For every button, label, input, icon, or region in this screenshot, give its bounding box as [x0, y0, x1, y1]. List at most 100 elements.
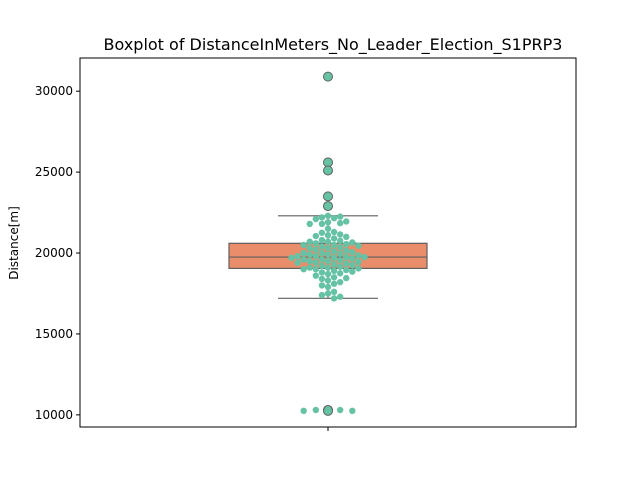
- swarm-point: [336, 270, 344, 277]
- swarm-point: [300, 249, 307, 257]
- swarm-point: [324, 73, 332, 80]
- swarm-point: [324, 225, 332, 232]
- swarm-point: [306, 244, 313, 252]
- swarm-point: [318, 220, 326, 228]
- swarm-point: [324, 202, 332, 210]
- swarm-point: [343, 260, 350, 267]
- swarm-point: [336, 406, 344, 414]
- swarm-point: [306, 264, 313, 271]
- swarm-point: [361, 253, 368, 261]
- y-axis-label: Distance[m]: [7, 206, 21, 280]
- swarm-point: [312, 259, 320, 266]
- swarm-point: [312, 266, 320, 273]
- chart-title: Boxplot of DistanceInMeters_No_Leader_El…: [104, 35, 563, 55]
- swarm-point: [300, 266, 307, 273]
- swarm-point: [324, 251, 332, 258]
- swarm-point: [330, 295, 338, 302]
- swarm-point: [324, 257, 332, 265]
- swarm-point: [318, 243, 326, 250]
- swarm-point: [330, 215, 338, 222]
- swarm-point: [300, 256, 307, 263]
- swarm-point: [330, 267, 338, 275]
- y-tick-label: 30000: [35, 84, 73, 98]
- swarm-point: [330, 241, 338, 249]
- swarm-point: [355, 265, 362, 272]
- swarm-point: [324, 238, 332, 245]
- swarm-point: [349, 249, 356, 256]
- swarm-point: [349, 255, 356, 262]
- y-tick-label: 20000: [35, 246, 73, 260]
- swarm-point: [349, 239, 356, 246]
- swarm-point: [318, 256, 326, 263]
- swarm-point: [343, 266, 350, 274]
- y-tick-label: 15000: [35, 327, 73, 341]
- swarm-point: [349, 261, 356, 269]
- swarm-point: [324, 264, 332, 271]
- swarm-point: [336, 213, 344, 220]
- swarm-point: [318, 282, 326, 289]
- swarm-point: [343, 253, 350, 261]
- plot-frame: [79, 57, 577, 428]
- swarm-point: [343, 240, 350, 248]
- swarm-point: [336, 293, 344, 300]
- swarm-point: [324, 405, 332, 413]
- swarm-point: [306, 238, 313, 245]
- swarm-point: [306, 257, 313, 265]
- swarm-point: [330, 288, 338, 296]
- swarm-point: [330, 235, 338, 242]
- swarm-point: [318, 249, 326, 257]
- swarm-point: [300, 241, 307, 249]
- swarm-point: [330, 261, 338, 268]
- swarm-point: [312, 272, 320, 279]
- swarm-point: [336, 257, 344, 264]
- swarm-point: [336, 237, 344, 245]
- swarm-point: [324, 212, 332, 219]
- swarm-point: [318, 236, 326, 244]
- y-tick-label: 10000: [35, 408, 73, 422]
- swarm-point: [312, 406, 320, 414]
- swarm-point: [318, 229, 326, 236]
- swarm-point: [300, 407, 307, 415]
- swarm-point: [355, 242, 362, 249]
- swarm-point: [324, 270, 332, 278]
- swarm-point: [336, 231, 344, 238]
- swarm-point: [318, 275, 326, 283]
- swarm-point: [355, 252, 362, 259]
- swarm-point: [288, 254, 295, 262]
- swarm-point: [330, 248, 338, 255]
- swarm-point: [355, 258, 362, 266]
- swarm-point: [312, 246, 320, 253]
- swarm-point: [324, 277, 332, 284]
- swarm-point: [318, 291, 326, 299]
- swarm-point: [318, 214, 326, 221]
- swarm-point: [324, 159, 332, 166]
- swarm-point: [324, 232, 332, 239]
- swarm-point: [324, 219, 332, 226]
- swarm-point: [324, 244, 332, 252]
- swarm-point: [336, 244, 344, 251]
- swarm-point: [330, 274, 338, 281]
- swarm-point: [324, 167, 332, 174]
- swarm-point: [336, 250, 344, 258]
- swarm-point: [343, 218, 350, 225]
- y-tick-label: 25000: [35, 165, 73, 179]
- swarm-point: [312, 240, 320, 247]
- swarm-point: [336, 263, 344, 270]
- swarm-point: [330, 254, 338, 262]
- swarm-point: [343, 274, 350, 282]
- swarm-point: [306, 220, 313, 228]
- swarm-point: [312, 232, 320, 240]
- y-axis: 10000 15000 20000 25000 30000: [35, 84, 329, 431]
- plot-area: [228, 71, 428, 416]
- swarm-point: [324, 193, 332, 200]
- swarm-point: [349, 268, 356, 275]
- swarm-point: [349, 407, 356, 415]
- swarm-point: [306, 251, 313, 258]
- swarm-point: [324, 290, 332, 297]
- swarm-point: [330, 228, 338, 236]
- swarm-point: [336, 219, 344, 227]
- swarm-point: [318, 269, 326, 276]
- swarm-point: [312, 253, 320, 260]
- swarm-point: [294, 259, 301, 266]
